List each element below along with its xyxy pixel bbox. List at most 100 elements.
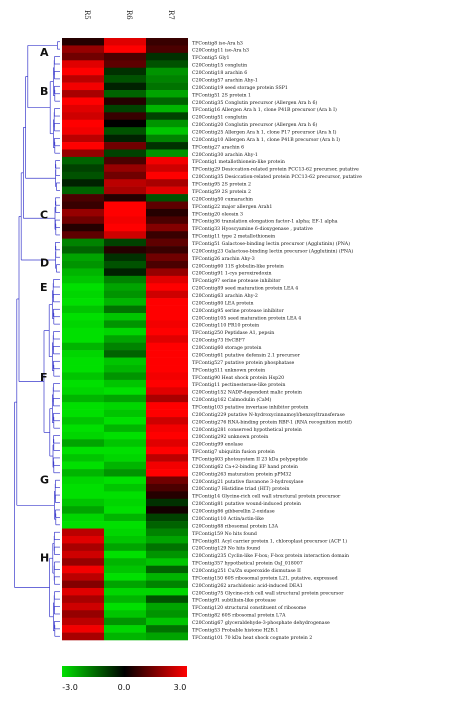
heatmap-cell (146, 446, 188, 455)
heatmap-cell (62, 357, 104, 366)
heatmap-cell (104, 454, 146, 462)
heatmap-cell (146, 216, 188, 225)
heatmap-cell (104, 580, 146, 589)
heatmap-cell (104, 112, 146, 121)
colorbar-tick-min: -3.0 (62, 683, 78, 692)
row-labels: TFContig8 iso-Ara h3 C20Contig11 iso-Ara … (192, 40, 362, 641)
heatmap-cell (62, 454, 104, 462)
heatmap-cell (104, 543, 146, 552)
heatmap-cell (62, 223, 104, 232)
row-label: TFContig511 unknown protein (192, 367, 265, 373)
row-label: C20Contig19 seed storage protein SSP1 (192, 85, 288, 91)
column-label: R5 (83, 10, 91, 20)
heatmap-cell (104, 305, 146, 314)
heatmap-cell (104, 402, 146, 410)
heatmap-cell (104, 260, 146, 269)
heatmap-cell (62, 528, 104, 537)
heatmap-cell (104, 617, 146, 626)
heatmap-cell (146, 275, 188, 284)
heatmap-cell (62, 97, 104, 106)
heatmap-cell (104, 38, 146, 46)
group-label: E (40, 281, 48, 294)
group-label: H (40, 552, 49, 565)
heatmap-cell (146, 587, 188, 596)
row-label: C20Contig7 Histidine triad (HIT) protein (192, 485, 289, 492)
heatmap-cell (104, 357, 146, 366)
heatmap-cell (146, 506, 188, 514)
heatmap-cell (104, 290, 146, 299)
heatmap-cell (104, 298, 146, 306)
row-label: C20Contig35 Conglutin precursor (Allerge… (192, 99, 317, 106)
heatmap-cell (62, 45, 104, 54)
heatmap-cell (146, 142, 188, 150)
heatmap-cell (104, 483, 146, 492)
row-label: C20Contig20 Conglutin precursor (Allerge… (192, 121, 317, 128)
heatmap-cell (146, 283, 188, 291)
row-label: TFContig36 translation elongation factor… (192, 219, 338, 225)
heatmap-cell (146, 342, 188, 351)
heatmap-cell (146, 535, 188, 544)
heatmap-cell (62, 216, 104, 225)
colorbar-tick-mid: 0.0 (118, 683, 131, 692)
heatmap-cell (146, 350, 188, 358)
heatmap-cell (62, 275, 104, 284)
heatmap-cell (104, 283, 146, 291)
heatmap-cell (146, 119, 188, 128)
heatmap-cell (104, 335, 146, 344)
row-label: C20Contig51 conglutin (192, 115, 247, 121)
heatmap-cell (104, 409, 146, 418)
heatmap-cell (62, 312, 104, 321)
heatmap-cell (62, 268, 104, 277)
group-labels: A B C DE F G H (40, 46, 49, 565)
heatmap-cell (146, 491, 188, 500)
heatmap-cell (104, 149, 146, 158)
row-label: TFContig403 photosystem II 23 kDa polype… (192, 457, 308, 463)
heatmap-cell (104, 632, 146, 641)
heatmap-cell (62, 260, 104, 269)
heatmap-cell (146, 625, 188, 633)
heatmap-cell (104, 350, 146, 358)
heatmap-cell (62, 194, 104, 202)
heatmap-cell (62, 476, 104, 485)
heatmap-cell (146, 632, 188, 641)
heatmap-cell (104, 528, 146, 537)
row-label: C20Contig81 putative wound-induced prote… (192, 501, 301, 507)
heatmap-cell (104, 231, 146, 239)
heatmap-cell (146, 417, 188, 425)
heatmap-cell (146, 298, 188, 306)
row-label: TFContig29 Desiccation-related protein P… (192, 167, 359, 173)
heatmap-cell (146, 186, 188, 195)
row-label: C20Contig80 LEA protein (192, 300, 253, 306)
heatmap-cell (146, 312, 188, 321)
heatmap-cell (104, 216, 146, 225)
heatmap-cell (146, 595, 188, 604)
heatmap-cell (104, 201, 146, 210)
heatmap-cell (104, 127, 146, 135)
heatmap-cell (146, 387, 188, 396)
heatmap-cell (146, 498, 188, 507)
heatmap-cell (62, 231, 104, 239)
row-label: C20Contig50 cumarachin (192, 196, 253, 202)
heatmap-cell (62, 580, 104, 589)
heatmap-cell (104, 550, 146, 559)
heatmap-cell (104, 104, 146, 113)
row-label: TFContig14 Glycine-rich cell wall struct… (192, 494, 341, 500)
heatmap-cells (62, 38, 188, 641)
heatmap-cell (146, 372, 188, 381)
heatmap-cell (62, 491, 104, 500)
heatmap-cell (146, 454, 188, 462)
heatmap-cell (146, 513, 188, 522)
heatmap-cell (104, 327, 146, 336)
heatmap-cell (146, 521, 188, 529)
heatmap-cell (146, 461, 188, 470)
heatmap-cell (146, 290, 188, 299)
heatmap-cell (104, 476, 146, 485)
row-label: C20Contig21 putative flavanone 3-hydroxy… (192, 479, 304, 485)
heatmap-cell (146, 112, 188, 121)
column-label: R6 (125, 10, 133, 20)
heatmap-cell (146, 610, 188, 619)
heatmap-cell (62, 365, 104, 373)
row-label: C20Contig105 seed maturation protein LEA… (192, 315, 301, 321)
heatmap-cell (104, 312, 146, 321)
heatmap-cell (146, 476, 188, 485)
